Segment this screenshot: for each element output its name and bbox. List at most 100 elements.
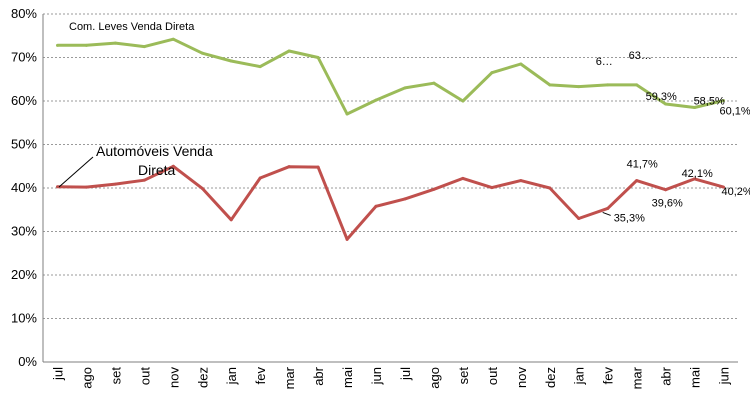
data-point — [519, 62, 523, 66]
data-label: 6… — [596, 56, 613, 68]
data-point — [374, 98, 378, 102]
data-label: 35,3% — [614, 212, 645, 224]
data-point — [229, 218, 233, 222]
data-point — [229, 59, 233, 63]
data-point — [55, 43, 59, 47]
data-point — [519, 179, 523, 183]
x-tick-label: ago — [427, 367, 442, 389]
data-point — [664, 102, 668, 106]
data-point — [722, 185, 726, 189]
series-line-automoveis — [57, 164, 724, 241]
data-label: 63… — [629, 50, 652, 62]
data-point — [461, 176, 465, 180]
x-tick-label: set — [456, 367, 471, 385]
x-tick-label: out — [137, 367, 152, 385]
y-tick-label: 10% — [11, 311, 37, 326]
x-tick-label: abr — [659, 366, 674, 385]
x-tick-label: dez — [195, 367, 210, 388]
data-point — [345, 112, 349, 116]
data-point — [548, 186, 552, 190]
y-tick-label: 60% — [11, 93, 37, 108]
data-point — [693, 177, 697, 181]
data-label-leader — [602, 211, 611, 216]
x-tick-label: nov — [166, 367, 181, 388]
data-point — [490, 186, 494, 190]
data-point — [200, 51, 204, 55]
y-tick-label: 50% — [11, 137, 37, 152]
y-tick-label: 0% — [18, 354, 37, 369]
y-tick-label: 40% — [11, 180, 37, 195]
data-point — [432, 187, 436, 191]
red-series-annotation-leader — [58, 156, 94, 188]
series-annotations: Com. Leves Venda Direta Automóveis Venda… — [58, 21, 213, 188]
data-point — [316, 165, 320, 169]
data-point — [345, 237, 349, 241]
data-label: 60,1% — [720, 106, 750, 118]
data-point — [635, 83, 639, 87]
x-tick-label: jan — [572, 367, 587, 385]
series-lines — [55, 37, 726, 241]
data-point — [403, 197, 407, 201]
y-axis-tick-labels: 0% 10% 20% 30% 40% 50% 60% 70% 80% — [11, 6, 37, 369]
red-series-annotation-line2: Direta — [138, 162, 176, 178]
axes — [42, 14, 738, 363]
data-point — [84, 43, 88, 47]
data-point — [403, 86, 407, 90]
x-tick-label: dez — [543, 367, 558, 388]
data-point — [171, 37, 175, 41]
data-point — [548, 83, 552, 87]
data-point — [374, 204, 378, 208]
data-point — [142, 178, 146, 182]
x-tick-label: fev — [601, 367, 616, 385]
series-line-com-leves — [57, 37, 724, 116]
x-tick-label: mai — [688, 367, 703, 388]
green-series-annotation: Com. Leves Venda Direta — [69, 21, 195, 33]
x-tick-label: jul — [50, 367, 65, 381]
x-tick-label: mar — [630, 366, 645, 389]
data-point — [577, 216, 581, 220]
data-labels: 6… 63… 59,3% 58,5%60,1% 35,3% 41,7% 39,6% 42,1%… — [596, 50, 750, 225]
data-label: 59,3% — [646, 91, 677, 103]
x-tick-label: jun — [369, 367, 384, 385]
data-point — [171, 164, 175, 168]
data-point — [606, 83, 610, 87]
data-point — [113, 41, 117, 45]
x-axis-tick-labels: jul ago set out nov dez jan fev mar abr mai jun jul a… — [50, 366, 731, 389]
x-tick-label: ago — [79, 367, 94, 389]
y-tick-label: 30% — [11, 224, 37, 239]
data-point — [461, 99, 465, 103]
data-point — [432, 81, 436, 85]
data-point — [693, 106, 697, 110]
x-tick-label: set — [108, 367, 123, 385]
data-label: 58,5% — [694, 96, 725, 108]
data-point — [664, 188, 668, 192]
x-tick-label: out — [485, 367, 500, 385]
x-tick-label: fev — [253, 367, 268, 385]
data-point — [722, 99, 726, 103]
data-label: 41,7% — [627, 159, 658, 171]
data-point — [258, 65, 262, 69]
x-tick-label: nov — [514, 367, 529, 388]
y-tick-label: 80% — [11, 6, 37, 21]
data-label: 39,6% — [652, 198, 683, 210]
data-point — [200, 186, 204, 190]
data-point — [287, 49, 291, 53]
x-tick-label: jun — [717, 367, 732, 385]
data-point — [577, 85, 581, 89]
x-tick-label: mai — [340, 367, 355, 388]
red-series-annotation-line1: Automóveis Venda — [96, 143, 213, 159]
data-point — [287, 165, 291, 169]
x-tick-label: abr — [311, 366, 326, 385]
data-point — [316, 56, 320, 59]
data-point — [84, 185, 88, 189]
data-point — [606, 206, 610, 210]
x-tick-label: mar — [282, 366, 297, 389]
data-point — [55, 185, 59, 189]
y-tick-label: 70% — [11, 50, 37, 65]
data-point — [113, 182, 117, 186]
data-point — [490, 71, 494, 75]
y-tick-label: 20% — [11, 267, 37, 282]
x-tick-label: jul — [398, 367, 413, 381]
data-label: 42,1% — [682, 168, 713, 180]
